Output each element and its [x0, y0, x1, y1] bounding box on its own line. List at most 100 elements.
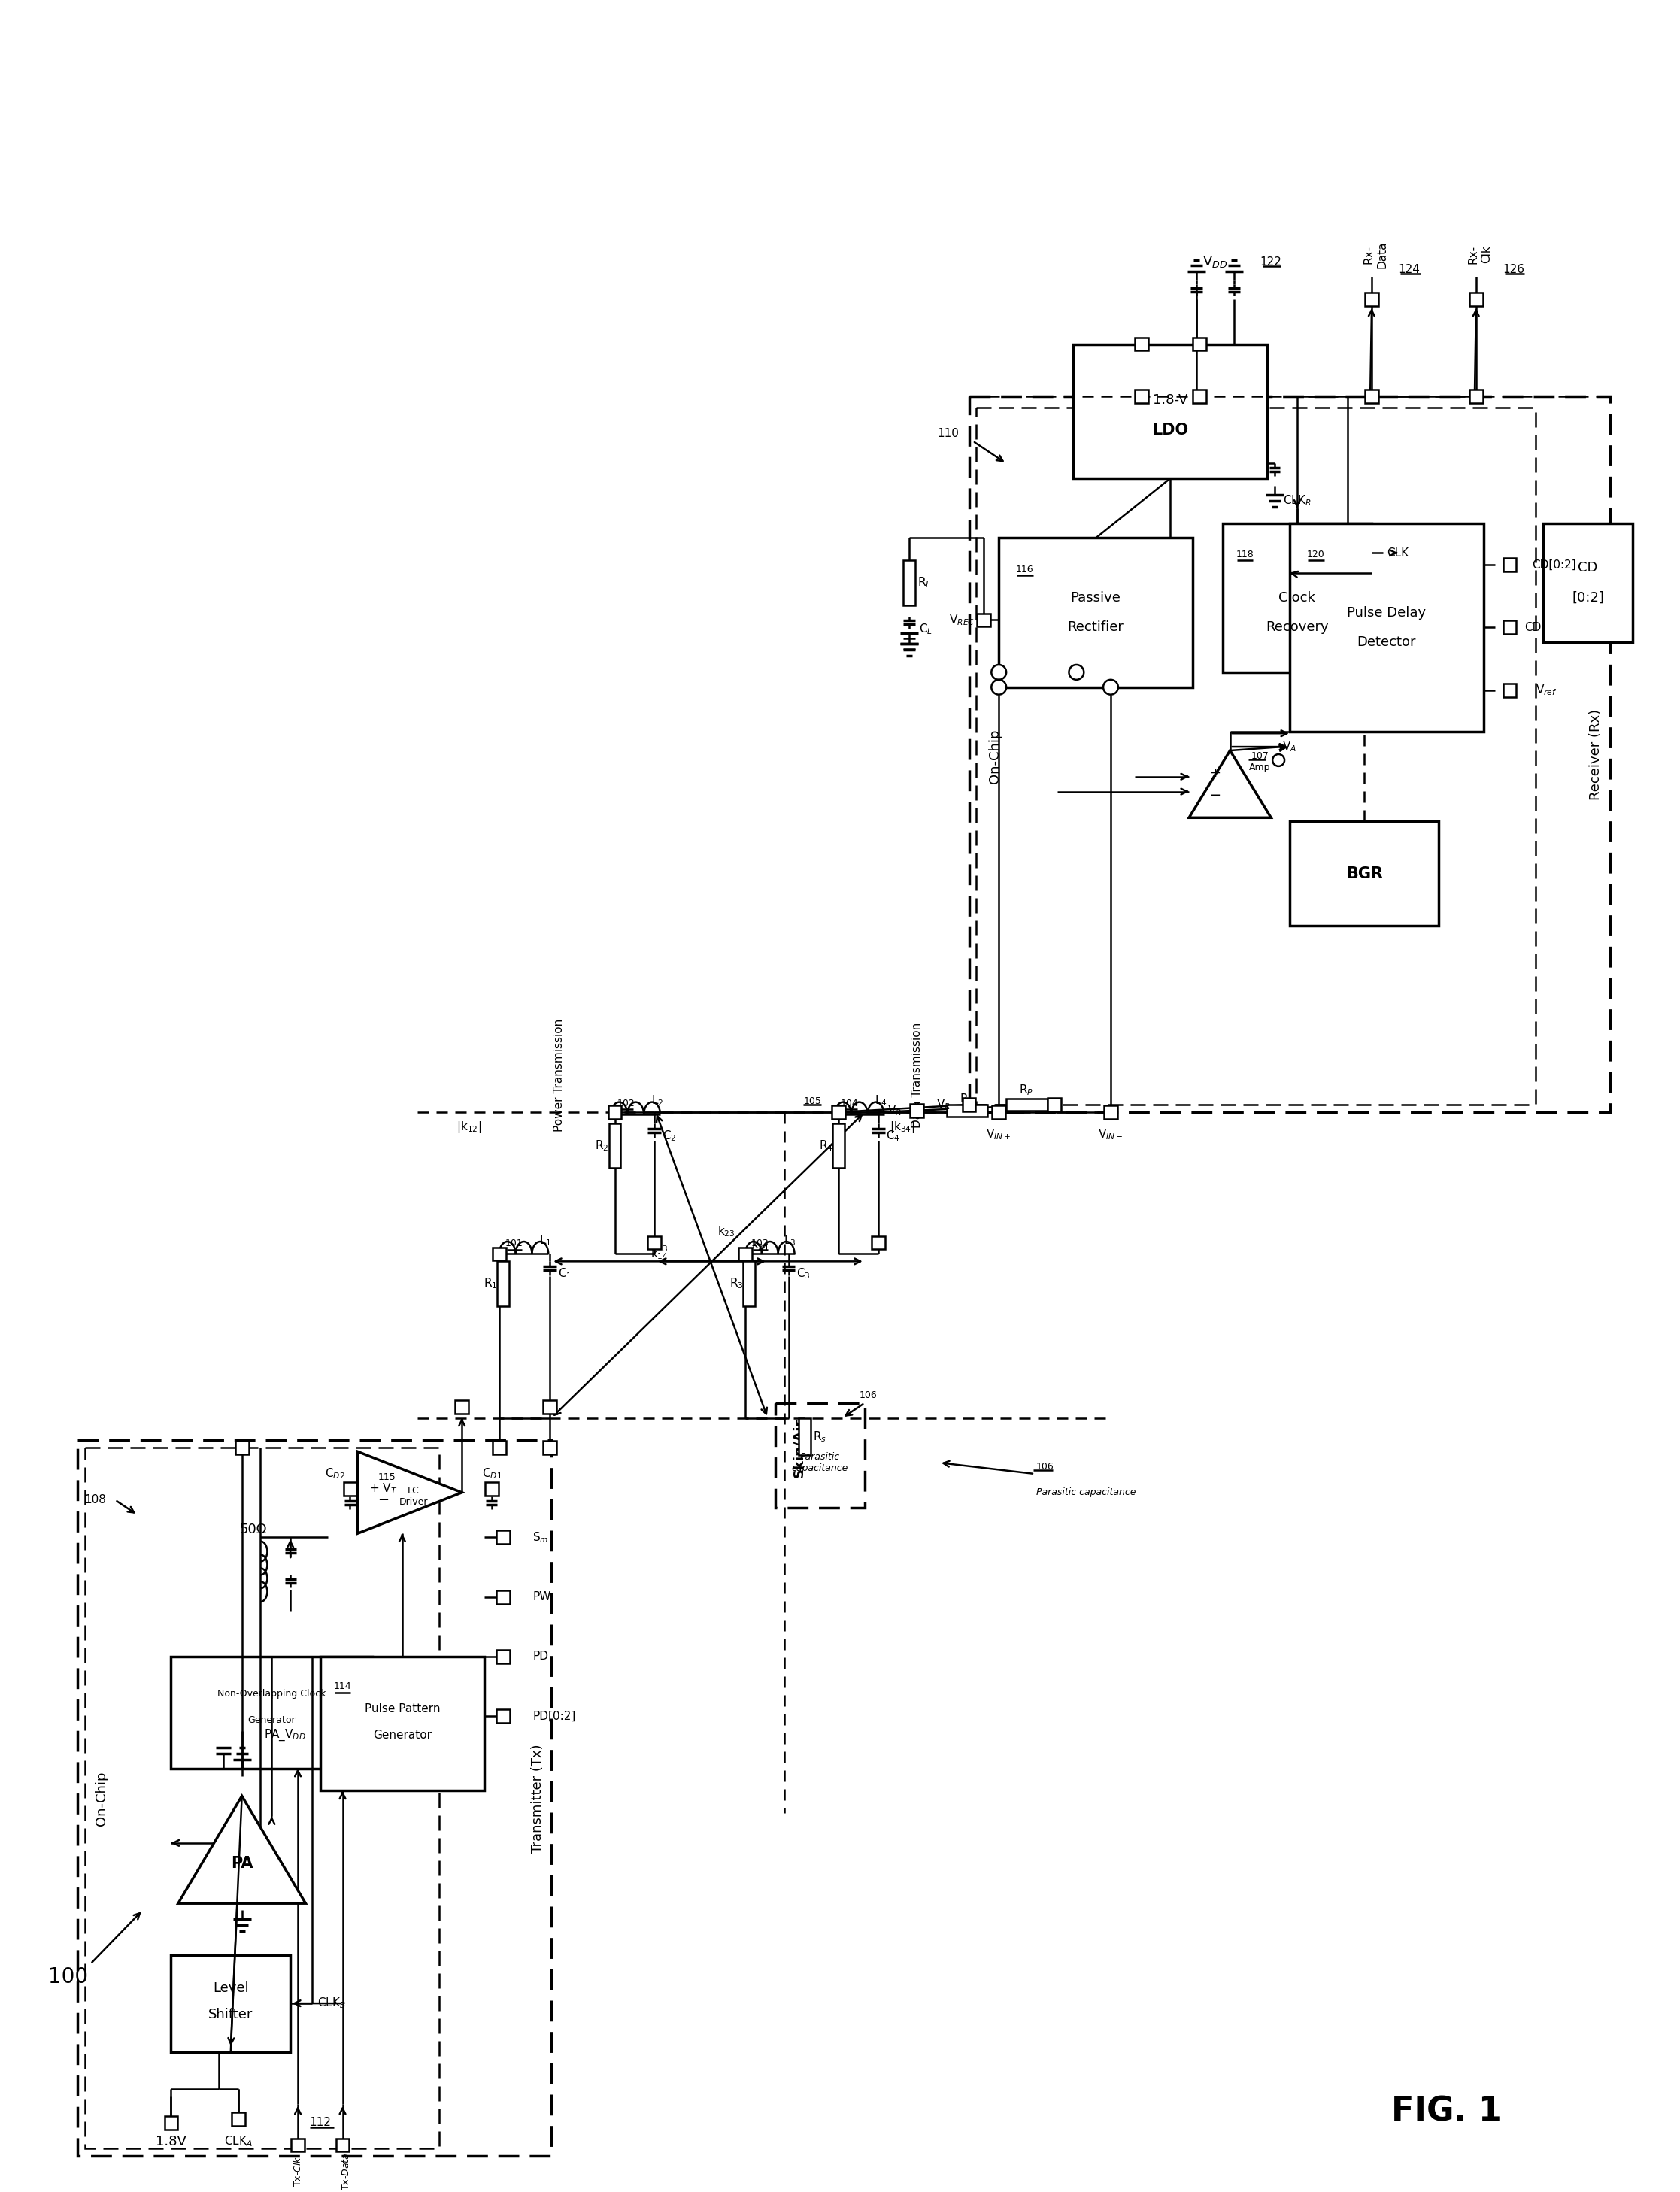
- Text: R$_L$: R$_L$: [917, 576, 931, 590]
- Text: V$_{IN+}$: V$_{IN+}$: [986, 1127, 1011, 1142]
- Text: C$_L$: C$_L$: [919, 623, 932, 636]
- Text: Tx-$Clk$: Tx-$Clk$: [292, 2155, 302, 2188]
- Text: 122: 122: [1260, 256, 1282, 267]
- Bar: [486, 1482, 499, 1495]
- Text: Parasitic
capacitance: Parasitic capacitance: [791, 1451, 848, 1473]
- Text: BGR: BGR: [1346, 866, 1383, 881]
- Bar: [608, 1122, 620, 1168]
- Text: 116: 116: [1016, 563, 1033, 574]
- Bar: [872, 1236, 885, 1249]
- Bar: [993, 1105, 1006, 1118]
- Text: 103: 103: [751, 1238, 769, 1247]
- Bar: [543, 1440, 556, 1455]
- Bar: [1193, 390, 1206, 403]
- Text: V$_{REC}$: V$_{REC}$: [949, 614, 974, 627]
- Text: CLK$_B$: CLK$_B$: [318, 1997, 346, 2010]
- Text: Power Transmission: Power Transmission: [553, 1019, 564, 1131]
- Text: |k$_{34}$|: |k$_{34}$|: [889, 1120, 914, 1135]
- Bar: [1366, 390, 1379, 403]
- Text: 115: 115: [378, 1473, 396, 1482]
- Bar: [77, 1440, 551, 2157]
- Text: V$_{ref}$: V$_{ref}$: [1536, 684, 1557, 697]
- Bar: [343, 1482, 356, 1495]
- Text: 114: 114: [334, 1681, 351, 1692]
- Polygon shape: [358, 1451, 462, 1534]
- Bar: [608, 1105, 622, 1118]
- Text: k$_{13}$: k$_{13}$: [650, 1238, 669, 1254]
- Text: Generator: Generator: [249, 1714, 296, 1725]
- Text: Transmitter (Tx): Transmitter (Tx): [531, 1745, 544, 1852]
- Text: Parasitic capacitance: Parasitic capacitance: [1037, 1488, 1136, 1497]
- Bar: [1470, 292, 1483, 307]
- Text: Level: Level: [213, 1982, 249, 1995]
- Bar: [1104, 1105, 1117, 1118]
- Text: 118: 118: [1236, 550, 1253, 559]
- Circle shape: [1272, 754, 1285, 767]
- Text: −: −: [378, 1493, 390, 1506]
- Text: Rectifier: Rectifier: [1068, 620, 1124, 633]
- Text: |k$_{12}$|: |k$_{12}$|: [457, 1120, 482, 1135]
- Text: R$_4$: R$_4$: [818, 1138, 833, 1153]
- Bar: [1074, 344, 1267, 478]
- Text: R$_2$: R$_2$: [595, 1138, 610, 1153]
- Text: Shifter: Shifter: [208, 2008, 254, 2021]
- Bar: [969, 397, 1611, 1111]
- Text: [0:2]: [0:2]: [1572, 592, 1604, 605]
- Bar: [496, 1710, 509, 1723]
- Bar: [1134, 390, 1147, 403]
- Text: R$_P$: R$_P$: [959, 1092, 974, 1105]
- Bar: [1193, 338, 1206, 351]
- Bar: [1047, 1098, 1060, 1111]
- Text: 112: 112: [309, 2117, 331, 2128]
- Text: 107
Amp: 107 Amp: [1250, 752, 1270, 772]
- Bar: [1223, 524, 1373, 673]
- Text: Clock: Clock: [1278, 592, 1315, 605]
- Text: 100: 100: [49, 1966, 87, 1988]
- Text: PA: PA: [230, 1857, 254, 1870]
- Text: C$_{D2}$: C$_{D2}$: [324, 1466, 344, 1482]
- Bar: [291, 2137, 304, 2153]
- Text: 126: 126: [1502, 263, 1524, 276]
- Text: R$_s$: R$_s$: [813, 1429, 827, 1445]
- Text: V$_{DD}$: V$_{DD}$: [1203, 254, 1228, 270]
- Text: R$_1$: R$_1$: [484, 1276, 497, 1291]
- Bar: [904, 561, 916, 605]
- Text: PW: PW: [533, 1591, 551, 1602]
- Text: PD: PD: [533, 1651, 549, 1662]
- Text: Recovery: Recovery: [1265, 620, 1329, 633]
- Text: On-Chip: On-Chip: [96, 1771, 109, 1826]
- Text: V$_A$: V$_A$: [1282, 739, 1297, 754]
- Text: Receiver (Rx): Receiver (Rx): [1589, 708, 1603, 800]
- Text: 102: 102: [617, 1098, 635, 1109]
- Text: + V$_T$: + V$_T$: [370, 1482, 398, 1495]
- Circle shape: [1104, 680, 1119, 695]
- Bar: [1000, 537, 1193, 686]
- Polygon shape: [1189, 750, 1272, 818]
- Bar: [739, 1247, 753, 1260]
- Bar: [1366, 292, 1379, 307]
- Text: Pulse Pattern: Pulse Pattern: [365, 1703, 440, 1714]
- Text: 106: 106: [860, 1390, 877, 1401]
- Bar: [232, 2113, 245, 2126]
- Bar: [496, 1651, 509, 1664]
- Text: R$_3$: R$_3$: [729, 1276, 743, 1291]
- Bar: [1504, 684, 1517, 697]
- Text: 108: 108: [84, 1495, 106, 1506]
- Text: 1.8-V: 1.8-V: [1152, 392, 1188, 408]
- Text: CLK: CLK: [1386, 548, 1408, 559]
- Text: Skin/Air: Skin/Air: [793, 1418, 806, 1477]
- Bar: [543, 1401, 556, 1414]
- Bar: [1544, 524, 1633, 642]
- Bar: [978, 614, 991, 627]
- Bar: [743, 1260, 754, 1306]
- Text: L$_4$: L$_4$: [875, 1094, 887, 1107]
- Text: PA_V$_{DD}$: PA_V$_{DD}$: [264, 1727, 306, 1743]
- Circle shape: [991, 680, 1006, 695]
- Text: LC
Driver: LC Driver: [398, 1486, 428, 1506]
- Text: 1.8V: 1.8V: [156, 2135, 186, 2148]
- Text: On-Chip: On-Chip: [988, 728, 1001, 783]
- Text: Detector: Detector: [1357, 636, 1416, 649]
- Text: L$_3$: L$_3$: [785, 1234, 796, 1247]
- Bar: [1290, 822, 1438, 925]
- Text: PD[0:2]: PD[0:2]: [533, 1710, 576, 1723]
